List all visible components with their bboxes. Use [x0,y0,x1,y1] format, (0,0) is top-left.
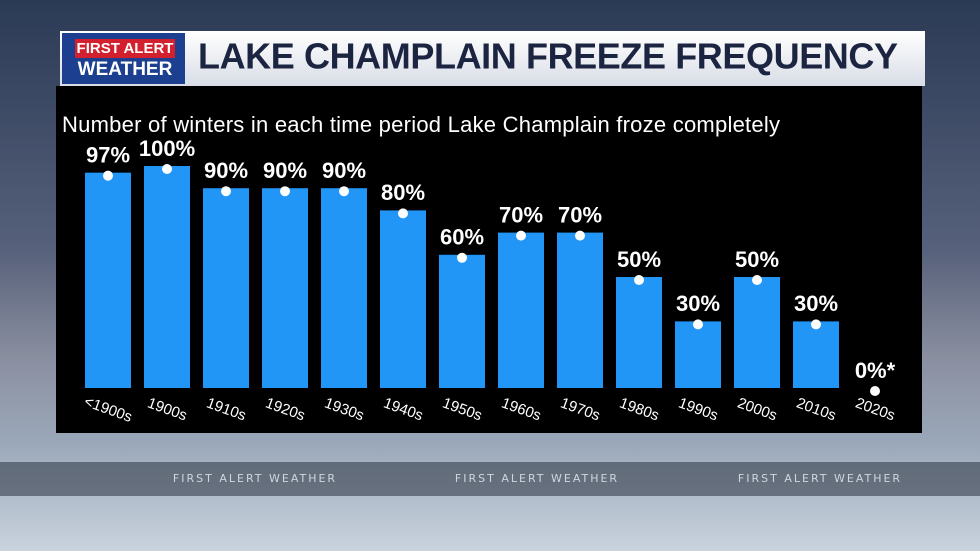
bar-dot [280,186,290,197]
value-label: 60% [440,225,484,250]
bar [262,188,308,388]
value-label: 97% [86,142,130,167]
bar-dot [811,319,821,330]
value-label: 50% [735,247,779,272]
value-label: 90% [322,158,366,183]
bar-dot [221,186,231,197]
bar-dot [339,186,349,197]
bar-dot [162,164,172,174]
bar [557,232,603,388]
bar [380,210,426,388]
title-bar [60,31,925,86]
bar-dot [693,319,703,330]
bar-dot [575,230,585,241]
ticker-text: FIRST ALERT WEATHER [738,472,902,485]
logo-strip [75,39,175,58]
value-label: 30% [676,291,720,316]
logo-text: WEATHER [78,59,173,80]
bar [203,188,249,388]
logo-text: FIRST ALERT [77,40,174,57]
value-label: 0%* [855,358,896,383]
bar [734,277,780,388]
value-label: 90% [263,158,307,183]
bar [793,321,839,388]
bar-dot [398,208,408,219]
ticker-band [0,462,980,496]
value-label: 70% [499,202,543,227]
bar [321,188,367,388]
value-label: 100% [139,136,195,161]
ticker-text: FIRST ALERT WEATHER [173,472,337,485]
bar-dot [752,275,762,285]
bar-dot [870,386,880,396]
ticker-text: FIRST ALERT WEATHER [455,472,619,485]
value-label: 80% [381,180,425,205]
value-label: 30% [794,291,838,316]
bar-dot [516,230,526,241]
value-label: 50% [617,247,661,272]
bar [85,172,131,388]
bar [144,166,190,388]
chart-title: LAKE CHAMPLAIN FREEZE FREQUENCY [198,36,898,77]
bar [439,254,485,388]
value-label: 90% [204,158,248,183]
bar [616,277,662,388]
bar [675,321,721,388]
bar-dot [634,275,644,285]
chart-subtitle: Number of winters in each time period La… [62,112,780,137]
bar-dot [103,170,113,181]
value-label: 70% [558,202,602,227]
bar [498,232,544,388]
bar-dot [457,252,467,263]
